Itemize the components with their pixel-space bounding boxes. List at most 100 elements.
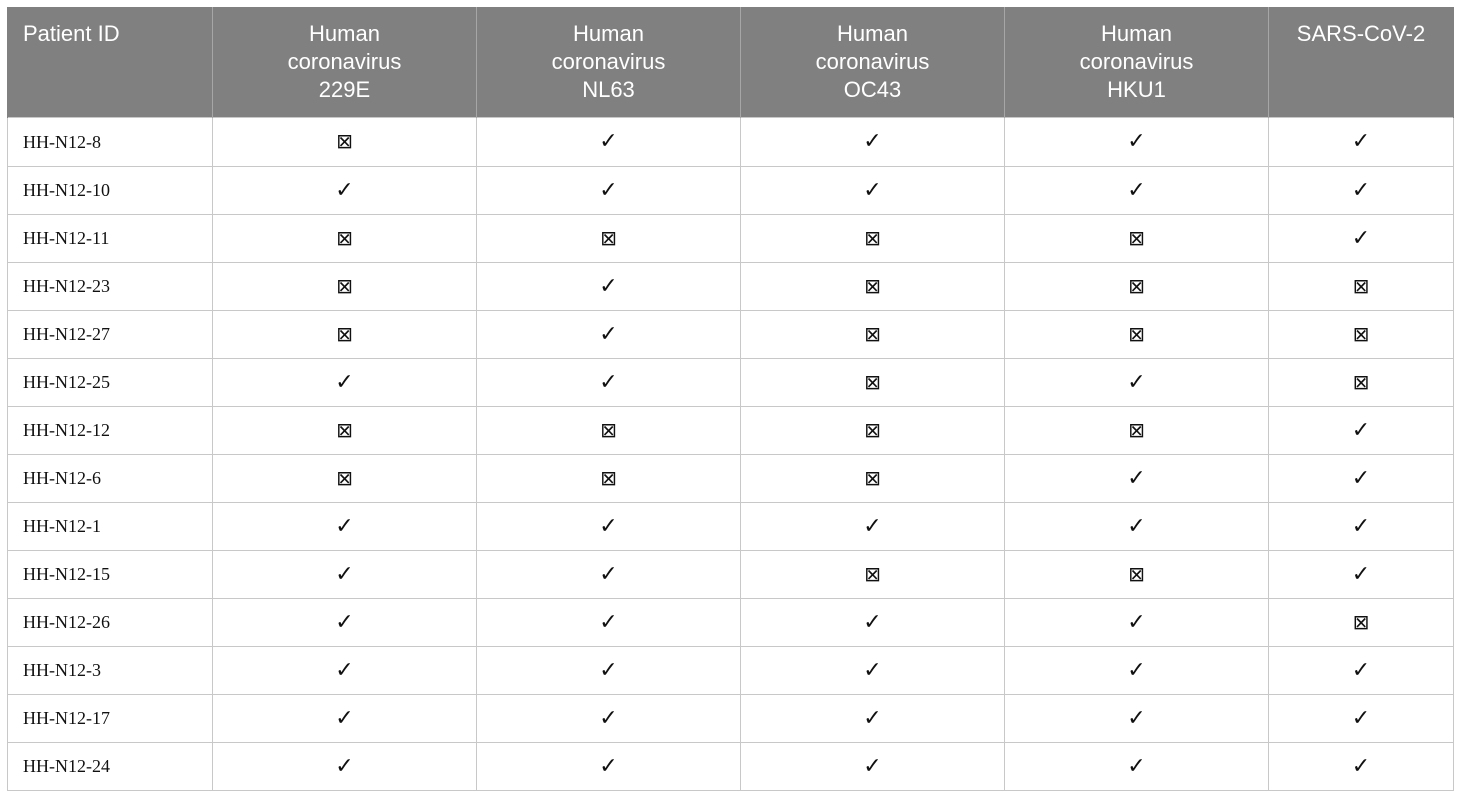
result-cell: ✓ — [740, 694, 1005, 743]
boxed-x-icon: ⊠ — [1128, 273, 1145, 298]
check-mark-icon: ✓ — [1127, 465, 1146, 491]
result-cell: ✓ — [1268, 117, 1454, 167]
column-header-line: Human — [1101, 21, 1172, 46]
result-cell: ✓ — [476, 694, 741, 743]
check-mark-icon: ✓ — [599, 129, 618, 154]
result-cell: ✓ — [476, 502, 741, 551]
table-row: HH-N12-3 ✓ ✓ ✓ ✓ ✓ — [7, 646, 1454, 695]
boxed-x-icon: ⊠ — [1128, 561, 1145, 586]
check-mark-icon: ✓ — [599, 273, 618, 299]
table-row: HH-N12-27 ⊠ ✓ ⊠ ⊠ ⊠ — [7, 310, 1454, 359]
check-mark-icon: ✓ — [1127, 609, 1146, 635]
result-cell: ⊠ — [212, 262, 477, 311]
patient-id-cell: HH-N12-25 — [7, 358, 213, 407]
result-cell: ✓ — [740, 646, 1005, 695]
column-header-line: Human — [573, 21, 644, 46]
patient-id-cell: HH-N12-11 — [7, 214, 213, 263]
check-mark-icon: ✓ — [863, 129, 882, 154]
patient-id-cell: HH-N12-15 — [7, 550, 213, 599]
check-mark-icon: ✓ — [1351, 657, 1371, 683]
check-mark-icon: ✓ — [599, 513, 618, 539]
result-cell: ✓ — [1268, 454, 1454, 503]
result-cell: ✓ — [1268, 694, 1454, 743]
result-cell: ✓ — [1268, 646, 1454, 695]
result-cell: ⊠ — [740, 406, 1005, 455]
result-cell: ⊠ — [212, 117, 477, 167]
result-cell: ✓ — [1004, 598, 1269, 647]
coronavirus-results-table: Patient ID Human coronavirus 229E Human coron… — [7, 7, 1454, 791]
table-row: HH-N12-12 ⊠ ⊠ ⊠ ⊠ ✓ — [7, 406, 1454, 455]
table-body: HH-N12-8 ⊠ ✓ ✓ ✓ ✓ HH-N12-10 ✓ ✓ ✓ ✓ ✓ HH-N12-11 ⊠ ⊠ ⊠ ⊠… — [7, 117, 1454, 791]
result-cell: ⊠ — [212, 454, 477, 503]
result-cell: ✓ — [476, 598, 741, 647]
check-mark-icon: ✓ — [1127, 177, 1146, 203]
column-header-line: coronavirus — [1079, 49, 1194, 74]
check-mark-icon: ✓ — [599, 177, 618, 203]
boxed-x-icon: ⊠ — [864, 225, 881, 250]
result-cell: ✓ — [212, 358, 477, 407]
result-cell: ✓ — [740, 742, 1005, 791]
result-cell: ⊠ — [212, 214, 477, 263]
result-cell: ✓ — [476, 262, 741, 311]
patient-id-cell: HH-N12-6 — [7, 454, 213, 503]
result-cell: ⊠ — [1004, 550, 1269, 599]
result-cell: ✓ — [1004, 742, 1269, 791]
check-mark-icon: ✓ — [1351, 465, 1371, 491]
result-cell: ✓ — [1004, 358, 1269, 407]
result-cell: ⊠ — [1004, 214, 1269, 263]
result-cell: ⊠ — [740, 358, 1005, 407]
boxed-x-icon: ⊠ — [336, 225, 353, 250]
check-mark-icon: ✓ — [335, 657, 354, 683]
column-header-nl63: Human coronavirus NL63 — [476, 7, 741, 118]
check-mark-icon: ✓ — [1351, 561, 1371, 587]
column-header-sars-cov-2: SARS-CoV-2 — [1268, 7, 1454, 118]
table-row: HH-N12-26 ✓ ✓ ✓ ✓ ⊠ — [7, 598, 1454, 647]
boxed-x-icon: ⊠ — [1128, 225, 1145, 250]
patient-id-cell: HH-N12-3 — [7, 646, 213, 695]
boxed-x-icon: ⊠ — [864, 561, 881, 586]
result-cell: ✓ — [212, 694, 477, 743]
table-row: HH-N12-8 ⊠ ✓ ✓ ✓ ✓ — [7, 117, 1454, 167]
result-cell: ✓ — [476, 646, 741, 695]
column-header-line: Human — [837, 21, 908, 46]
check-mark-icon: ✓ — [1127, 369, 1146, 395]
check-mark-icon: ✓ — [335, 177, 354, 203]
boxed-x-icon: ⊠ — [600, 225, 617, 250]
table-row: HH-N12-25 ✓ ✓ ⊠ ✓ ⊠ — [7, 358, 1454, 407]
column-header-line: OC43 — [843, 77, 902, 102]
result-cell: ✓ — [212, 598, 477, 647]
check-mark-icon: ✓ — [335, 609, 354, 635]
boxed-x-icon: ⊠ — [1352, 609, 1370, 634]
check-mark-icon: ✓ — [335, 753, 354, 779]
boxed-x-icon: ⊠ — [864, 417, 881, 442]
patient-id-cell: HH-N12-26 — [7, 598, 213, 647]
patient-id-cell: HH-N12-8 — [7, 117, 213, 167]
result-cell: ✓ — [212, 550, 477, 599]
result-cell: ✓ — [212, 166, 477, 215]
result-cell: ✓ — [1004, 694, 1269, 743]
column-header-line: Human — [309, 21, 380, 46]
patient-id-cell: HH-N12-24 — [7, 742, 213, 791]
check-mark-icon: ✓ — [863, 753, 882, 779]
result-cell: ✓ — [476, 166, 741, 215]
result-cell: ⊠ — [1268, 598, 1454, 647]
result-cell: ⊠ — [740, 262, 1005, 311]
boxed-x-icon: ⊠ — [336, 465, 353, 490]
result-cell: ✓ — [1004, 454, 1269, 503]
check-mark-icon: ✓ — [863, 513, 882, 539]
boxed-x-icon: ⊠ — [1128, 417, 1145, 442]
result-cell: ✓ — [740, 598, 1005, 647]
boxed-x-icon: ⊠ — [600, 465, 617, 490]
result-cell: ✓ — [476, 742, 741, 791]
boxed-x-icon: ⊠ — [1352, 321, 1370, 346]
check-mark-icon: ✓ — [1127, 705, 1146, 731]
check-mark-icon: ✓ — [1351, 705, 1371, 731]
check-mark-icon: ✓ — [599, 753, 618, 779]
result-cell: ⊠ — [476, 406, 741, 455]
result-cell: ✓ — [740, 117, 1005, 167]
result-cell: ✓ — [1004, 117, 1269, 167]
check-mark-icon: ✓ — [599, 705, 618, 731]
result-cell: ⊠ — [476, 214, 741, 263]
table-header: Patient ID Human coronavirus 229E Human coron… — [7, 7, 1454, 118]
check-mark-icon: ✓ — [335, 369, 354, 395]
